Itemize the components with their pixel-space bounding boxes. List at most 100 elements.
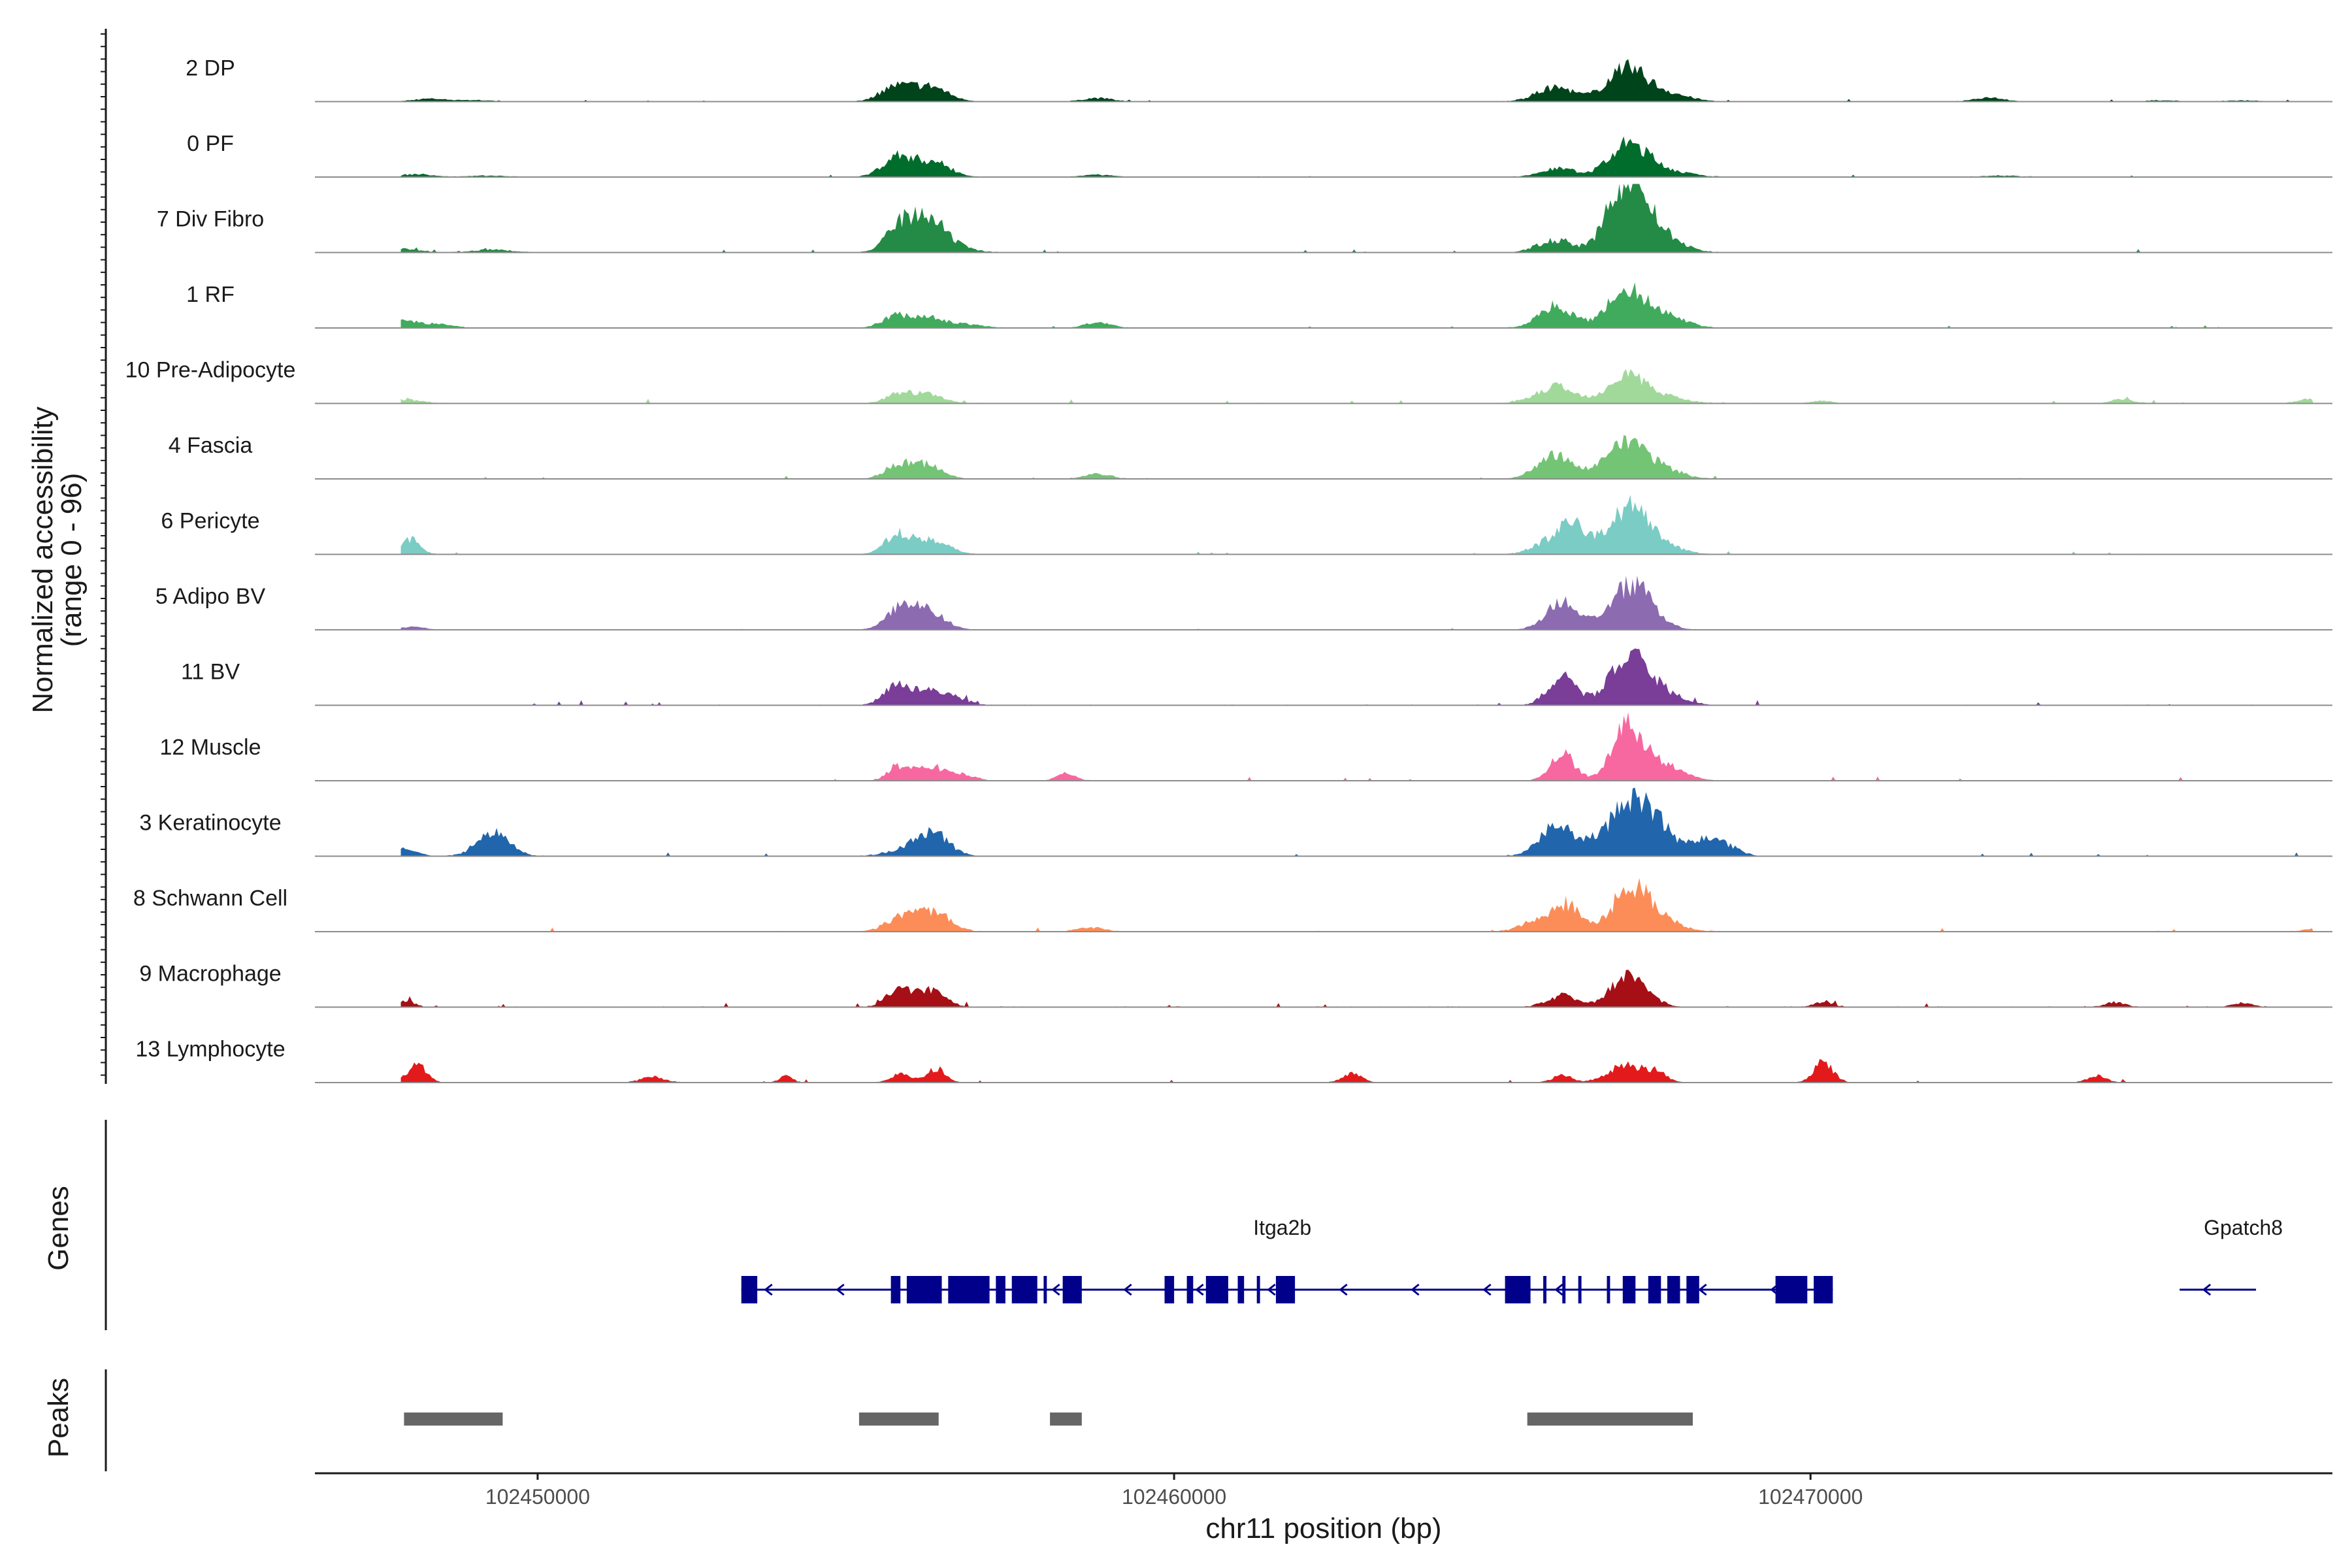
exon [1237, 1276, 1245, 1303]
track-8: 5 Adipo BV [155, 576, 2332, 630]
track-12: 8 Schwann Cell [133, 878, 2332, 932]
gene-track: Itga2b Gpatch8 [741, 1216, 2283, 1303]
strand-arrow [2202, 1283, 2212, 1296]
track-label: 2 DP [186, 56, 235, 81]
peak-region [1050, 1413, 1082, 1426]
coverage-area [400, 878, 2313, 932]
coverage-area [400, 59, 2313, 102]
track-1: 2 DP [186, 56, 2332, 103]
exon [1505, 1276, 1531, 1303]
exon [1275, 1276, 1296, 1303]
x-axis-ticks: 102450000 102460000 102470000 [485, 1473, 1863, 1509]
coverage-area [400, 576, 2313, 630]
strand-arrow [1123, 1283, 1132, 1296]
coverage-area [400, 970, 2313, 1007]
track-7: 6 Pericyte [161, 495, 2332, 555]
coverage-area [400, 136, 2313, 177]
coverage-tracks: 2 DP 0 PF 7 Div Fibro 1 RF 10 Pre-Adipocyte 4… [125, 56, 2332, 1083]
exon [1543, 1276, 1546, 1303]
track-label: 9 Macrophage [139, 962, 281, 987]
track-axis [101, 29, 107, 1084]
track-label: 11 BV [181, 660, 240, 685]
strand-arrow [1195, 1283, 1204, 1296]
track-label: 4 Fascia [169, 433, 253, 458]
x-tick-label: 102460000 [1122, 1485, 1226, 1509]
strand-arrow [1339, 1283, 1348, 1296]
exon [1011, 1276, 1037, 1303]
peak-region [404, 1413, 503, 1426]
track-10: 12 Muscle [160, 712, 2332, 781]
track-label: 1 RF [186, 282, 235, 307]
coverage-area [400, 1058, 2313, 1083]
gene-gpatch8: Gpatch8 [2180, 1216, 2283, 1296]
exon [1607, 1276, 1610, 1303]
coverage-area [400, 712, 2313, 781]
track-label: 0 PF [187, 131, 234, 156]
strand-arrow [764, 1283, 773, 1296]
track-6: 4 Fascia [169, 433, 2332, 480]
exon [1775, 1276, 1808, 1303]
track-9: 11 BV [181, 648, 2332, 706]
exon [1164, 1276, 1175, 1303]
track-label: 7 Div Fibro [157, 207, 264, 232]
peak-region [1527, 1413, 1693, 1426]
exon [1043, 1276, 1047, 1303]
coverage-area [400, 184, 2313, 253]
x-axis-label: chr11 position (bp) [1205, 1512, 1441, 1544]
exon [1562, 1276, 1566, 1303]
track-label: 5 Adipo BV [155, 584, 266, 609]
track-2: 0 PF [187, 131, 2332, 178]
exon [1648, 1276, 1661, 1303]
coverage-area [400, 787, 2313, 857]
peak-track [404, 1413, 1693, 1426]
coverage-area [400, 495, 2313, 555]
track-label: 3 Keratinocyte [139, 811, 281, 836]
exon [1062, 1276, 1082, 1303]
strand-arrow [1411, 1283, 1420, 1296]
coverage-area [400, 648, 2313, 706]
strand-arrow [1267, 1283, 1276, 1296]
exon [1256, 1276, 1260, 1303]
exon [1686, 1276, 1699, 1303]
coverage-area [400, 282, 2313, 328]
coverage-area [400, 368, 2313, 404]
exon [1578, 1276, 1582, 1303]
track-label: 13 Lymphocyte [135, 1037, 285, 1062]
track-label: 10 Pre-Adipocyte [125, 358, 296, 383]
strand-arrow [1482, 1283, 1492, 1296]
track-label: 12 Muscle [160, 735, 261, 760]
track-label: 6 Pericyte [161, 509, 259, 534]
peak-region [858, 1413, 939, 1426]
x-tick-label: 102470000 [1758, 1485, 1863, 1509]
exon [890, 1276, 901, 1303]
exon [1667, 1276, 1680, 1303]
track-5: 10 Pre-Adipocyte [125, 358, 2332, 404]
track-4: 1 RF [186, 282, 2332, 329]
strand-arrow [1051, 1283, 1060, 1296]
strand-arrow [836, 1283, 845, 1296]
exon [948, 1276, 990, 1303]
y-axis-label: Normalized accessibility [27, 406, 59, 713]
exon [906, 1276, 942, 1303]
y-axis-range-label: (range 0 - 96) [56, 473, 88, 647]
track-11: 3 Keratinocyte [139, 787, 2332, 857]
exon [741, 1276, 758, 1303]
strand-arrow [1554, 1283, 1563, 1296]
exon [1622, 1276, 1636, 1303]
coverage-area [400, 434, 2313, 479]
exon [1814, 1276, 1833, 1303]
track-13: 9 Macrophage [139, 962, 2332, 1008]
x-tick-label: 102450000 [485, 1485, 590, 1509]
exon [996, 1276, 1005, 1303]
track-14: 13 Lymphocyte [135, 1037, 2332, 1083]
track-3: 7 Div Fibro [157, 184, 2332, 253]
gene-name: Gpatch8 [2204, 1216, 2283, 1239]
peaks-track-label: Peaks [42, 1378, 74, 1458]
exon [1186, 1276, 1194, 1303]
genes-track-label: Genes [42, 1186, 74, 1271]
strand-arrow [1698, 1283, 1707, 1296]
exon [1205, 1276, 1228, 1303]
gene-name: Itga2b [1253, 1216, 1311, 1239]
track-label: 8 Schwann Cell [133, 886, 287, 911]
